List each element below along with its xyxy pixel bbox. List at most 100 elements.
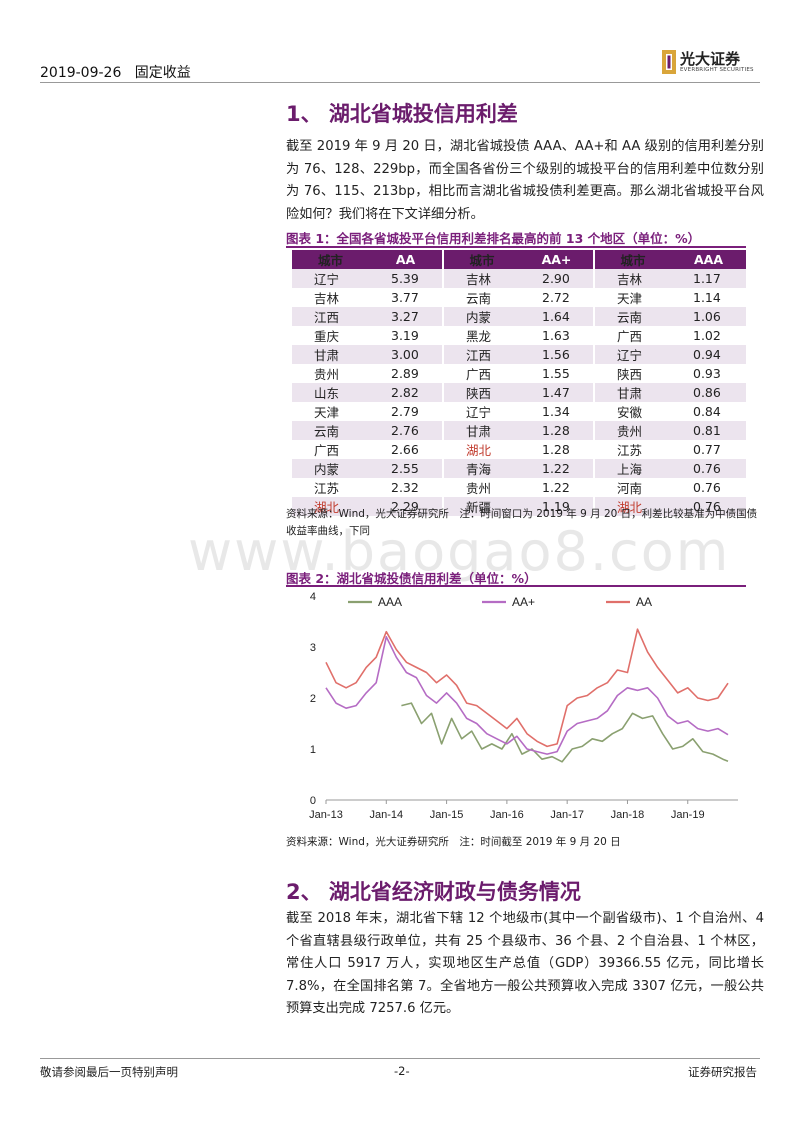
figure1-title: 图表 1：全国各省城投平台信用利差排名最高的前 13 个地区（单位：%） (286, 231, 701, 246)
spread-value-cell: 1.64 (520, 307, 595, 326)
spread-value-cell: 1.19 (520, 497, 595, 516)
city-cell: 广西 (594, 326, 671, 345)
spread-value-cell: 2.55 (369, 459, 444, 478)
section2-title: 2、 湖北省经济财政与债务情况 (286, 880, 581, 904)
city-cell: 江西 (292, 307, 369, 326)
city-cell: 广西 (443, 364, 520, 383)
figure2-source-note: 资料来源：Wind，光大证券研究所 注：时间截至 2019 年 9 月 20 日 (286, 836, 621, 848)
city-cell: 吉林 (292, 288, 369, 307)
spread-value-cell: 1.55 (520, 364, 595, 383)
header-divider (40, 82, 760, 83)
everbright-logo: 光大证券 EVERBRIGHT SECURITIES (662, 48, 762, 76)
spread-value-cell: 0.76 (671, 497, 746, 516)
spread-value-cell: 3.27 (369, 307, 444, 326)
table-header-cell: 城市 (292, 250, 369, 269)
spread-value-cell: 0.86 (671, 383, 746, 402)
city-cell: 青海 (443, 459, 520, 478)
x-tick-label: Jan-14 (369, 809, 403, 821)
hubei-spread-line-chart: 0 1 2 3 4 Jan-13 Jan-14 Jan-15 Jan-16 Jan-17 Jan-1… (309, 591, 738, 821)
city-cell: 甘肃 (594, 383, 671, 402)
spread-value-cell: 1.14 (671, 288, 746, 307)
spread-value-cell: 1.47 (520, 383, 595, 402)
city-cell: 湖北 (594, 497, 671, 516)
city-cell: 天津 (594, 288, 671, 307)
city-cell: 新疆 (443, 497, 520, 516)
spread-value-cell: 1.22 (520, 478, 595, 497)
logo-text-cn: 光大证券 (680, 50, 741, 68)
city-cell: 甘肃 (443, 421, 520, 440)
figure2-title-rule (286, 585, 746, 587)
x-tick-label: Jan-18 (611, 809, 645, 821)
x-tick-label: Jan-19 (671, 809, 705, 821)
spread-value-cell: 0.76 (671, 459, 746, 478)
spread-value-cell: 0.77 (671, 440, 746, 459)
city-cell: 湖北 (443, 440, 520, 459)
legend-label: AA (636, 595, 652, 609)
table-row: 甘肃 3.00 江西 1.56 辽宁 0.94 (292, 345, 746, 364)
city-cell: 天津 (292, 402, 369, 421)
section1-title: 1、 湖北省城投信用利差 (286, 102, 518, 126)
spread-value-cell: 3.00 (369, 345, 444, 364)
logo-mark-icon (662, 50, 676, 74)
city-cell: 广西 (292, 440, 369, 459)
figure2-title: 图表 2：湖北省城投债信用利差（单位：%） (286, 571, 537, 586)
city-cell: 贵州 (443, 478, 520, 497)
table-row: 内蒙 2.55 青海 1.22 上海 0.76 (292, 459, 746, 478)
table-row: 天津 2.79 辽宁 1.34 安徽 0.84 (292, 402, 746, 421)
city-cell: 辽宁 (292, 269, 369, 288)
spread-value-cell: 0.84 (671, 402, 746, 421)
spread-value-cell: 1.22 (520, 459, 595, 478)
city-cell: 云南 (292, 421, 369, 440)
spread-ranking-table: 城市 AA 城市 AA+ 城市 AAA 辽宁 5.39 吉林 2.90 吉林 1.17 吉林… (292, 250, 746, 516)
city-cell: 贵州 (292, 364, 369, 383)
spread-value-cell: 1.28 (520, 421, 595, 440)
city-cell: 重庆 (292, 326, 369, 345)
city-cell: 云南 (594, 307, 671, 326)
spread-value-cell: 2.66 (369, 440, 444, 459)
spread-value-cell: 2.79 (369, 402, 444, 421)
y-tick-label: 3 (310, 642, 316, 654)
city-cell: 山东 (292, 383, 369, 402)
legend-label: AA+ (512, 595, 535, 609)
city-cell: 江西 (443, 345, 520, 364)
table-header-row: 城市 AA 城市 AA+ 城市 AAA (292, 250, 746, 269)
city-cell: 安徽 (594, 402, 671, 421)
table-row: 贵州 2.89 广西 1.55 陕西 0.93 (292, 364, 746, 383)
table-header-cell: 城市 (443, 250, 520, 269)
city-cell: 黑龙 (443, 326, 520, 345)
spread-value-cell: 2.82 (369, 383, 444, 402)
city-cell: 辽宁 (594, 345, 671, 364)
table-row: 吉林 3.77 云南 2.72 天津 1.14 (292, 288, 746, 307)
city-cell: 陕西 (443, 383, 520, 402)
table-header-cell: AA (369, 250, 444, 269)
x-tick-label: Jan-13 (309, 809, 343, 821)
section1-paragraph: 截至 2019 年 9 月 20 日，湖北省城投债 AAA、AA+和 AA 级别… (286, 139, 764, 222)
table-row: 广西 2.66 湖北 1.28 江苏 0.77 (292, 440, 746, 459)
spread-value-cell: 5.39 (369, 269, 444, 288)
spread-value-cell: 2.29 (369, 497, 444, 516)
series-line-aa (325, 628, 729, 748)
table-row: 江苏 2.32 贵州 1.22 河南 0.76 (292, 478, 746, 497)
city-cell: 吉林 (443, 269, 520, 288)
city-cell: 江苏 (292, 478, 369, 497)
spread-value-cell: 1.17 (671, 269, 746, 288)
spread-value-cell: 0.81 (671, 421, 746, 440)
spread-value-cell: 1.28 (520, 440, 595, 459)
table-row: 辽宁 5.39 吉林 2.90 吉林 1.17 (292, 269, 746, 288)
spread-value-cell: 1.56 (520, 345, 595, 364)
footer-divider (40, 1058, 760, 1059)
spread-value-cell: 2.32 (369, 478, 444, 497)
logo-text-en: EVERBRIGHT SECURITIES (680, 67, 754, 73)
city-cell: 上海 (594, 459, 671, 478)
spread-value-cell: 0.93 (671, 364, 746, 383)
city-cell: 甘肃 (292, 345, 369, 364)
spread-value-cell: 0.94 (671, 345, 746, 364)
series-line-aaplus (325, 635, 729, 755)
spread-value-cell: 2.89 (369, 364, 444, 383)
y-tick-label: 4 (310, 591, 316, 603)
table-row: 山东 2.82 陕西 1.47 甘肃 0.86 (292, 383, 746, 402)
section2-paragraph: 截至 2018 年末，湖北省下辖 12 个地级市(其中一个副省级市)、1 个自治… (286, 911, 764, 1016)
header-category: 固定收益 (134, 65, 191, 81)
footer-page-number: -2- (394, 1064, 410, 1078)
city-cell: 贵州 (594, 421, 671, 440)
